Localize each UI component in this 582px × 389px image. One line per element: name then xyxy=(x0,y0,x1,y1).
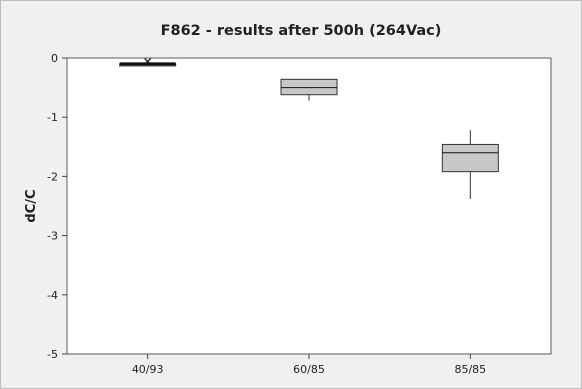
x-tick-label: 85/85 xyxy=(454,363,486,376)
y-tick-label: -1 xyxy=(47,111,58,124)
box-40-93 xyxy=(119,58,177,67)
x-tick-label: 60/85 xyxy=(293,363,325,376)
x-tick-label: 40/93 xyxy=(132,363,164,376)
y-tick-label: 0 xyxy=(51,52,58,65)
chart-title: F862 - results after 500h (264Vac) xyxy=(161,23,442,39)
y-tick-label: -4 xyxy=(47,289,58,302)
outlier-point xyxy=(144,58,152,66)
y-tick-label: -3 xyxy=(47,230,58,243)
box xyxy=(280,78,338,96)
box-60-85 xyxy=(280,78,338,101)
y-tick-label: -5 xyxy=(47,348,58,361)
chart-marks: 0 -1 -2 -3 -4 -5 40/93 60/85 85/85 xyxy=(47,52,499,376)
y-axis-label: dC/C xyxy=(24,189,39,222)
y-tick-label: -2 xyxy=(47,170,58,183)
plot-area xyxy=(66,57,552,355)
box-85-85 xyxy=(441,130,499,199)
box xyxy=(441,143,499,173)
